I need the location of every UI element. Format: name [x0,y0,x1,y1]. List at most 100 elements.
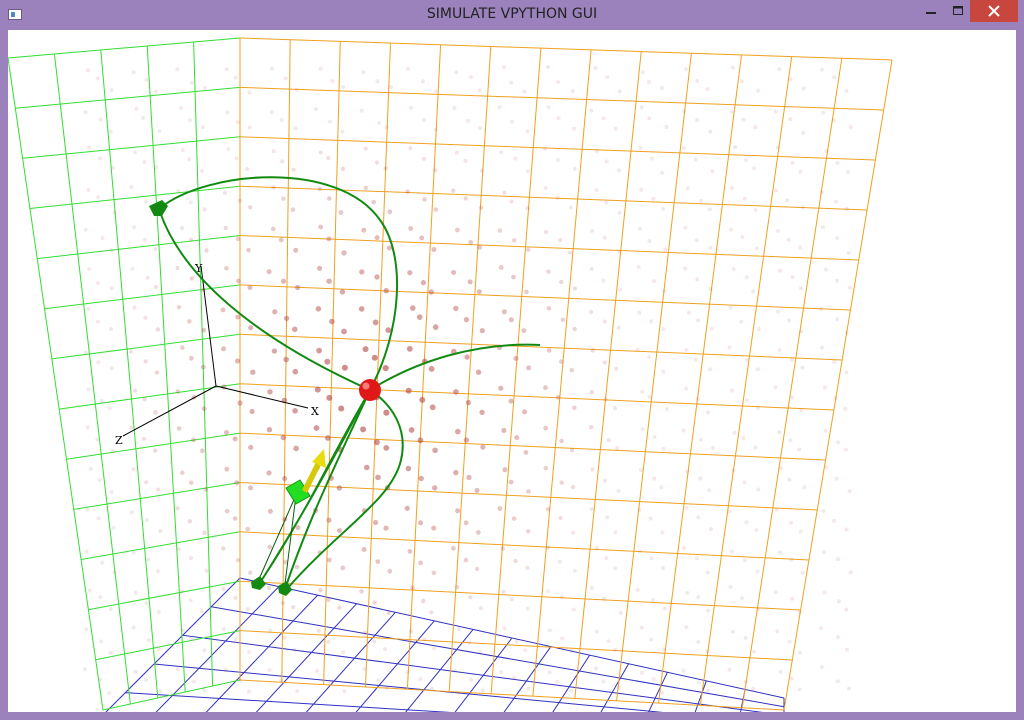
field-point [785,198,790,203]
field-point [602,319,608,324]
field-point [694,238,699,243]
field-point [522,409,528,415]
field-point [604,159,609,164]
field-point [710,169,715,174]
field-point [418,475,424,482]
field-point [293,126,298,131]
field-point [374,235,380,241]
field-point [739,79,744,84]
field-point [295,689,300,694]
field-point [405,465,412,472]
maximize-button[interactable] [945,0,971,22]
field-point [267,508,273,514]
field-point [640,70,645,75]
field-point [638,145,643,150]
field-point [513,156,518,161]
field-point [314,386,321,393]
field-point [546,306,552,311]
field-point [800,570,805,575]
field-point [433,127,438,132]
field-point [179,226,185,231]
field-point [340,166,346,171]
field-point [176,426,182,431]
field-point [525,129,530,134]
field-point [480,444,486,450]
field-point [153,410,158,415]
field-point [790,596,795,601]
field-point [359,589,364,594]
field-point [202,530,207,535]
field-point [235,358,241,364]
maximize-icon [953,6,963,15]
field-point [682,545,686,550]
field-point [268,628,273,633]
field-point [96,516,101,521]
field-point [129,510,134,515]
field-point [376,120,381,125]
field-point [156,610,161,614]
field-point [266,269,272,275]
field-point [359,269,365,275]
field-point [189,80,194,85]
field-point [281,278,287,284]
force-arrow-shaft [302,462,321,493]
field-point [317,186,322,192]
field-point [131,467,136,472]
minimize-button[interactable] [918,0,944,22]
close-button[interactable] [970,0,1018,22]
field-point [797,687,802,692]
field-point [422,637,427,642]
field-point [295,525,301,531]
field-point [754,528,759,533]
field-point [476,530,481,535]
field-point [452,105,457,110]
field-point [616,168,621,173]
field-point [474,566,480,572]
field-point [454,150,459,155]
field-point [271,149,276,154]
field-point [111,165,115,170]
field-point [384,125,389,130]
window-title: SIMULATE VPYTHON GUI [426,6,598,22]
particle-marker-lower-2 [278,581,292,596]
field-point [709,326,714,331]
field-point [421,156,427,161]
back-wall-grid-line [239,185,868,211]
field-point [545,545,551,550]
field-point [131,70,136,75]
field-point [408,146,413,151]
field-point [707,488,712,493]
field-point [730,388,734,393]
field-point [463,437,470,443]
scene-svg[interactable]: Y X Z [8,30,1016,712]
field-point [497,228,503,233]
app-icon[interactable] [8,9,22,20]
field-point [545,507,551,512]
field-point [660,530,665,535]
field-point [468,595,473,600]
back-wall-grid-line [574,51,642,699]
back-wall-grid-line [741,58,843,708]
field-point [594,188,599,193]
field-point [407,270,413,276]
field-point [708,245,713,250]
vpython-3d-canvas[interactable]: Y X Z [8,30,1016,712]
field-point [589,586,594,591]
field-point [802,485,807,490]
field-point [468,75,473,79]
title-bar[interactable]: SIMULATE VPYTHON GUI [0,0,1024,30]
field-point [844,207,849,211]
back-wall-grid-line [490,48,542,694]
field-point [373,519,379,526]
field-point [433,207,439,212]
field-point [635,587,640,592]
field-point [546,105,551,110]
trajectory-box-link [255,494,297,593]
charge-sphere-highlight [362,382,370,390]
field-point [224,67,229,72]
field-point [226,147,231,152]
field-point [189,355,194,361]
field-point [547,670,552,675]
field-point [189,237,194,242]
field-point [452,668,457,673]
